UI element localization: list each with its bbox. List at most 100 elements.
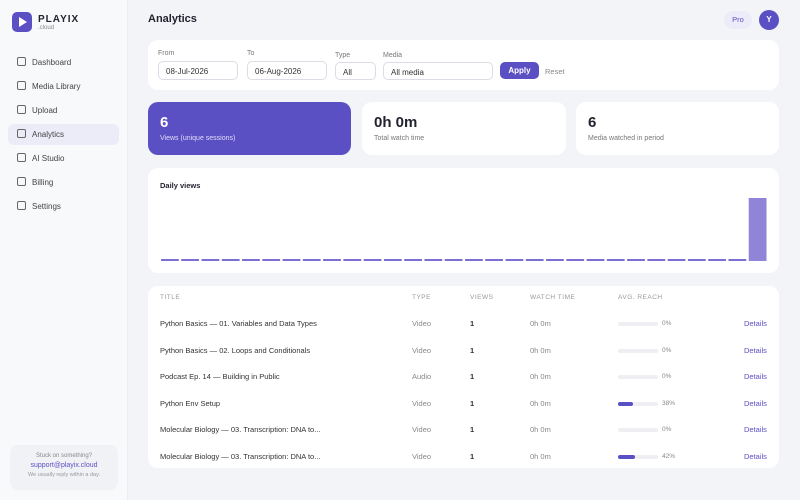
bar xyxy=(282,259,301,261)
reach-label: 38% xyxy=(662,399,676,407)
cell-views: 1 xyxy=(470,345,475,355)
nav-icon xyxy=(17,201,26,210)
reset-button[interactable]: Reset xyxy=(545,67,565,76)
reach-label: 42% xyxy=(662,452,676,460)
details-link[interactable]: Details xyxy=(744,319,767,328)
stat-card: 6 Views (unique sessions) xyxy=(148,102,351,155)
nav-item[interactable]: AI Studio xyxy=(8,148,119,169)
cell-title: Python Basics — 01. Variables and Data T… xyxy=(160,319,317,328)
plan-badge[interactable]: Pro xyxy=(724,11,752,29)
bar xyxy=(525,259,544,261)
reach-track xyxy=(618,454,658,459)
nav-item[interactable]: Media Library xyxy=(8,76,119,97)
type-select[interactable]: All xyxy=(335,62,376,80)
nav-item[interactable]: Billing xyxy=(8,172,119,193)
cell-type: Video xyxy=(412,425,432,434)
sidebar: PLAYIX .cloud Dashboard Media Library Uplo… xyxy=(0,0,128,500)
logo-icon xyxy=(19,17,27,27)
reach-bar xyxy=(618,401,634,406)
table-card: TITLE TYPE VIEWS WATCH TIME AVG. REACH Python… xyxy=(148,286,779,468)
cell-views: 1 xyxy=(470,372,475,381)
bar xyxy=(465,259,483,261)
cell-type: Video xyxy=(412,451,432,461)
column-header: TYPE xyxy=(412,294,431,301)
bar xyxy=(586,259,605,261)
details-link[interactable]: Details xyxy=(744,425,767,434)
cell-views: 1 xyxy=(470,451,475,461)
type-label: Type xyxy=(335,52,351,59)
brand-suffix: .cloud xyxy=(38,25,55,31)
bar xyxy=(748,198,767,261)
bar xyxy=(627,259,645,261)
cell-title: Podcast Ep. 14 — Building in Public xyxy=(160,372,280,381)
cell-type: Video xyxy=(412,345,432,355)
nav-icon xyxy=(17,129,26,138)
cell-title: Python Env Setup xyxy=(160,398,221,408)
reach-track xyxy=(618,322,658,326)
cell-views: 1 xyxy=(470,398,475,408)
reach-bar xyxy=(618,454,635,459)
cell-views: 1 xyxy=(470,425,475,434)
bar xyxy=(363,259,382,261)
column-header: WATCH TIME xyxy=(530,294,576,301)
stat-label: Total watch time xyxy=(374,135,425,142)
from-input[interactable]: 08-Jul-2026 xyxy=(158,61,238,80)
cell-watch-time: 0h 0m xyxy=(530,425,551,434)
cell-title: Molecular Biology — 03. Transcription: D… xyxy=(160,425,321,434)
details-link[interactable]: Details xyxy=(744,345,767,355)
media-select[interactable]: All media xyxy=(383,62,493,80)
column-header: AVG. REACH xyxy=(618,294,663,301)
help-note: We usually reply within a day. xyxy=(28,472,100,478)
help-box: Stuck on something? support@playix.cloud… xyxy=(10,445,118,490)
nav-item[interactable]: Settings xyxy=(8,196,119,217)
bar xyxy=(424,259,443,261)
nav-icon xyxy=(17,81,26,90)
details-link[interactable]: Details xyxy=(744,372,767,381)
bar xyxy=(708,259,726,261)
cell-title: Molecular Biology — 03. Transcription: D… xyxy=(160,451,321,461)
cell-watch-time: 0h 0m xyxy=(530,372,551,381)
nav-icon xyxy=(17,177,26,186)
nav-icon xyxy=(17,153,26,162)
cell-watch-time: 0h 0m xyxy=(530,319,551,328)
bar xyxy=(383,259,402,261)
bar xyxy=(161,259,179,261)
stat-value: 0h 0m xyxy=(374,114,418,131)
bar xyxy=(242,259,260,261)
column-header: TITLE xyxy=(160,294,181,301)
bar xyxy=(221,259,240,261)
bar xyxy=(728,259,747,261)
reach-track xyxy=(618,401,658,406)
nav-item[interactable]: Analytics xyxy=(8,124,119,145)
help-email[interactable]: support@playix.cloud xyxy=(30,462,98,469)
stat-card: 0h 0m Total watch time xyxy=(362,102,566,155)
bar xyxy=(546,259,564,261)
bar xyxy=(181,259,200,261)
bar xyxy=(566,259,585,261)
to-input[interactable]: 06-Aug-2026 xyxy=(247,61,327,80)
bar xyxy=(444,259,463,261)
details-link[interactable]: Details xyxy=(744,398,767,408)
media-label: Media xyxy=(383,52,403,59)
cell-type: Video xyxy=(412,398,432,408)
nav-item[interactable]: Dashboard xyxy=(8,52,119,73)
help-question: Stuck on something? xyxy=(35,453,93,459)
nav-item[interactable]: Upload xyxy=(8,100,119,121)
bar xyxy=(647,259,666,261)
apply-button[interactable]: Apply xyxy=(500,62,539,79)
bar xyxy=(667,259,686,261)
reach-track xyxy=(618,375,658,379)
details-link[interactable]: Details xyxy=(744,451,767,461)
chart-title: Daily views xyxy=(160,181,201,190)
stat-value: 6 xyxy=(160,114,169,131)
cell-watch-time: 0h 0m xyxy=(530,451,551,461)
brand: PLAYIX xyxy=(38,14,80,25)
avatar[interactable]: Y xyxy=(759,10,779,30)
bar xyxy=(404,259,422,261)
filter-card: From 08-Jul-2026 To 06-Aug-2026 Type All… xyxy=(148,40,779,90)
column-header: VIEWS xyxy=(470,294,494,301)
bar xyxy=(323,259,341,261)
logo xyxy=(12,12,32,32)
reach-label: 0% xyxy=(662,320,672,327)
